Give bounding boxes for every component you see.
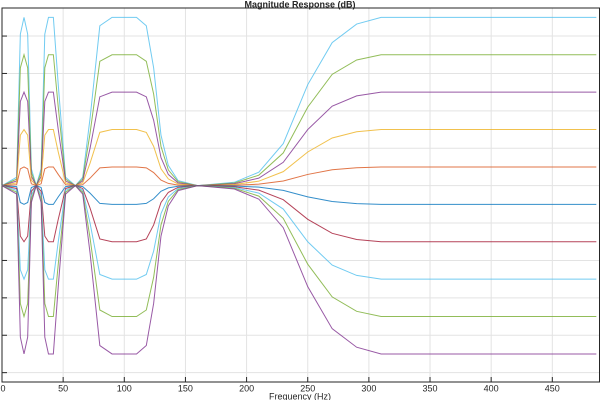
response-line <box>1 128 597 187</box>
x-tick-label: 50 <box>58 383 68 393</box>
x-tick-label: 0 <box>0 383 5 393</box>
x-tick-label: 400 <box>484 383 499 393</box>
x-tick-label: 450 <box>545 383 560 393</box>
x-tick-label: 200 <box>239 383 254 393</box>
response-line <box>1 166 597 187</box>
response-line <box>1 183 597 355</box>
x-tick-label: 150 <box>178 383 193 393</box>
x-tick-label: 250 <box>300 383 315 393</box>
x-tick-label: 350 <box>423 383 438 393</box>
x-axis-label: Frequency (Hz) <box>269 391 331 400</box>
x-tick-label: 300 <box>361 383 376 393</box>
chart-title: Magnitude Response (dB) <box>244 0 355 9</box>
x-tick-label: 100 <box>117 383 132 393</box>
